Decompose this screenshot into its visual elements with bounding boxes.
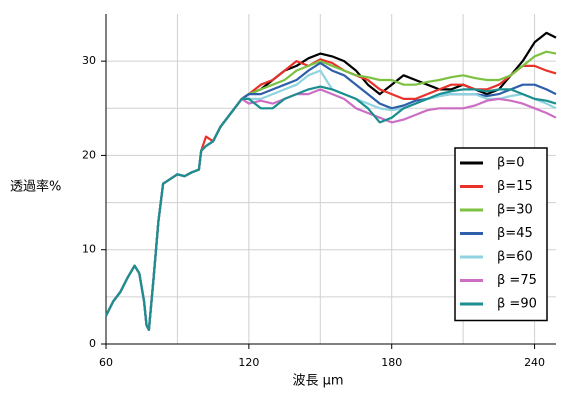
y-tick-label: 20 [82, 148, 96, 161]
y-tick-label: 0 [89, 337, 96, 350]
x-tick-label: 60 [99, 356, 113, 369]
legend-label: β=30 [497, 203, 533, 218]
x-axis-label: 波長 μm [292, 374, 343, 389]
y-axis-label: 透過率% [10, 179, 61, 195]
legend-label: β =75 [497, 273, 537, 288]
y-tick-label: 10 [82, 243, 96, 256]
y-tick-label: 30 [82, 54, 96, 67]
legend-label: β=45 [497, 226, 533, 241]
legend-label: β=15 [497, 179, 533, 194]
data-line [105, 85, 557, 331]
legend-label: β=60 [497, 250, 533, 265]
x-tick-label: 120 [238, 356, 259, 369]
x-tick-label: 180 [381, 356, 402, 369]
x-tick-label: 240 [524, 356, 545, 369]
legend-label: β=0 [497, 156, 524, 171]
legend-label: β =90 [497, 297, 537, 312]
